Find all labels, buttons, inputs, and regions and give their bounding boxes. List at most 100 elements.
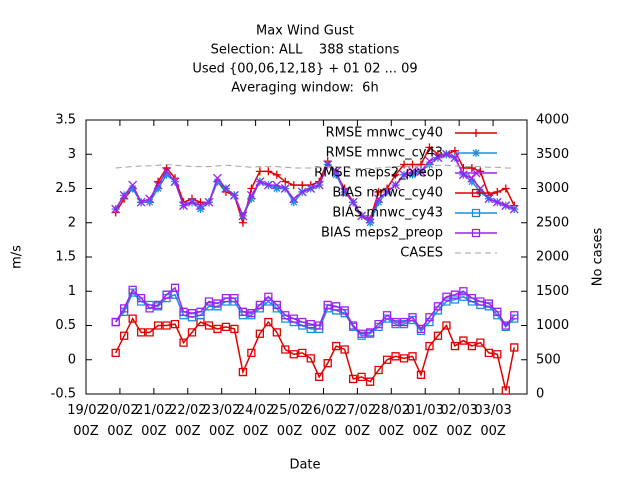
marker — [425, 313, 434, 322]
marker — [399, 317, 409, 327]
y-tick-label: 1.5 — [55, 250, 76, 265]
marker — [238, 218, 247, 227]
marker — [501, 321, 510, 330]
marker — [255, 177, 265, 187]
marker — [408, 166, 417, 176]
marker — [450, 146, 459, 155]
marker — [128, 314, 137, 323]
marker — [255, 304, 265, 313]
marker — [187, 328, 197, 337]
legend-marker — [472, 129, 480, 137]
marker — [212, 173, 222, 183]
x-tick-label: 26/02 00Z — [304, 403, 343, 439]
marker — [281, 311, 290, 320]
legend-label: BIAS meps2_preop — [321, 226, 443, 241]
legend-label: BIAS mnwc_cy43 — [332, 206, 443, 221]
marker — [272, 300, 281, 310]
marker — [433, 331, 443, 340]
x-tick-label: 22/02 00Z — [169, 403, 207, 439]
marker — [187, 309, 197, 318]
marker — [315, 324, 324, 334]
marker — [493, 350, 502, 359]
y-tick-label: 2 — [68, 215, 76, 230]
marker — [323, 359, 332, 368]
y2-tick-label: 2500 — [536, 215, 569, 230]
marker — [204, 321, 214, 330]
marker — [450, 341, 460, 351]
marker — [162, 290, 171, 299]
marker — [442, 321, 451, 330]
marker — [484, 299, 493, 308]
marker — [136, 293, 146, 303]
series-line — [115, 291, 515, 337]
marker — [365, 328, 375, 337]
series-line — [115, 153, 515, 221]
marker — [153, 180, 163, 190]
marker — [263, 180, 273, 190]
y-tick-label: 0 — [68, 352, 76, 367]
marker — [221, 184, 231, 193]
marker — [229, 190, 239, 200]
marker — [196, 205, 205, 214]
marker — [459, 292, 468, 301]
marker — [162, 170, 171, 179]
marker — [145, 194, 155, 204]
legend-label: RMSE mnwc_cy43 — [326, 146, 443, 161]
marker — [272, 180, 282, 190]
marker — [289, 181, 298, 190]
marker — [238, 211, 248, 221]
marker — [332, 170, 341, 179]
x-tick-label: 01/03 00Z — [406, 403, 444, 439]
marker — [111, 204, 121, 214]
marker — [374, 187, 383, 196]
marker — [425, 156, 434, 166]
marker — [264, 292, 273, 301]
marker — [306, 319, 315, 329]
marker — [213, 299, 222, 308]
y2-tick-label: 500 — [536, 352, 561, 367]
marker — [475, 184, 485, 193]
marker — [272, 328, 281, 337]
marker — [323, 300, 332, 310]
x-tick-label: 25/02 00Z — [270, 403, 309, 439]
y-axis-label: m/s — [10, 245, 25, 269]
marker — [433, 153, 443, 163]
marker — [450, 290, 460, 299]
marker — [111, 317, 120, 327]
marker — [255, 329, 265, 338]
marker — [408, 352, 417, 361]
marker — [136, 197, 146, 207]
marker — [179, 338, 188, 347]
marker — [340, 187, 350, 197]
marker — [247, 184, 256, 193]
y-tick-label: 3 — [68, 147, 76, 162]
marker — [272, 184, 281, 193]
x-tick-label: 03/03 00Z — [474, 403, 512, 439]
marker — [400, 160, 409, 169]
legend-marker — [471, 228, 481, 238]
marker — [128, 184, 137, 193]
x-tick-label: 20/02 00Z — [101, 403, 139, 439]
legend-marker — [471, 168, 481, 178]
marker — [111, 348, 120, 358]
marker — [221, 293, 231, 303]
marker — [425, 341, 434, 351]
legend-marker — [471, 188, 481, 198]
y-tick-label: 3.5 — [55, 113, 76, 128]
legend-label: RMSE meps2_preop — [314, 166, 443, 181]
marker — [450, 153, 460, 163]
marker — [298, 348, 307, 358]
marker — [170, 319, 180, 329]
marker — [187, 313, 197, 322]
marker — [476, 187, 485, 196]
marker — [246, 190, 256, 200]
marker — [408, 313, 417, 322]
y2-tick-label: 0 — [536, 387, 544, 402]
y2-tick-label: 1000 — [536, 318, 569, 333]
marker — [315, 372, 324, 382]
marker — [120, 304, 129, 313]
marker — [196, 201, 205, 211]
y2-tick-label: 3500 — [536, 147, 569, 162]
marker — [442, 297, 451, 306]
